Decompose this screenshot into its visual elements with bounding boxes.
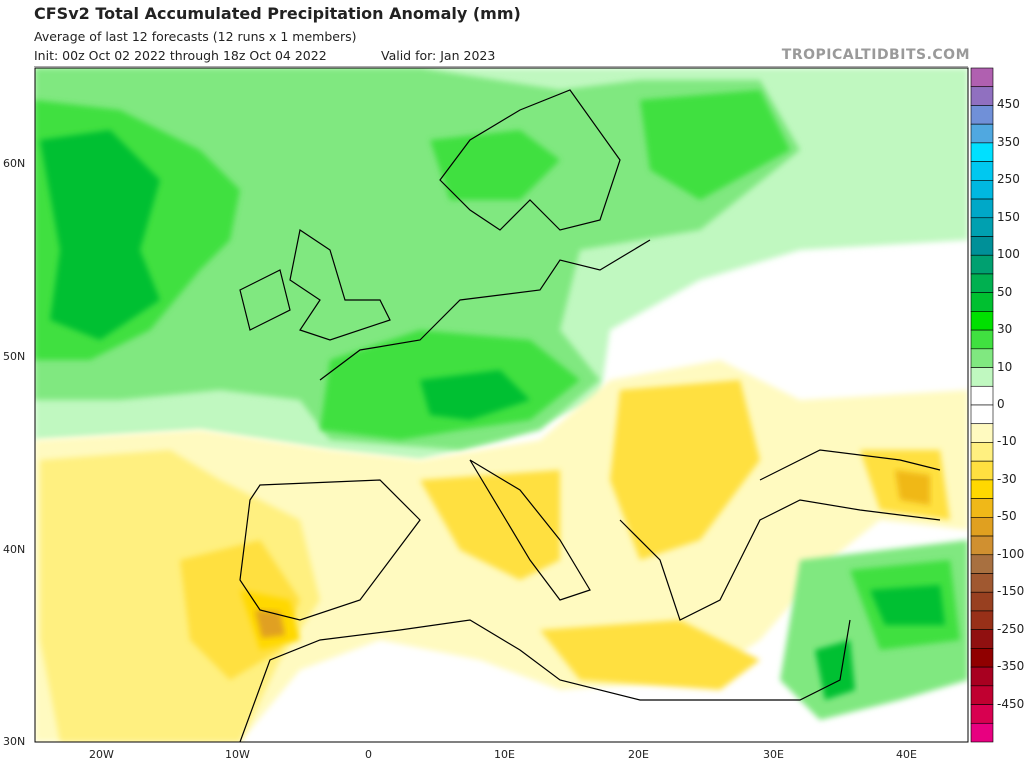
colorbar-swatch	[970, 385, 994, 406]
colorbar-swatch	[970, 254, 994, 275]
colorbar-swatch	[970, 460, 994, 481]
colorbar	[970, 67, 994, 743]
colorbar-swatch	[970, 105, 994, 125]
colorbar-swatch	[970, 666, 994, 687]
lat-label: 30N	[3, 735, 26, 748]
colorbar-swatch	[970, 554, 994, 574]
colorbar-label: 100	[997, 247, 1020, 262]
colorbar-swatch	[970, 610, 994, 630]
colorbar-label: 150	[997, 209, 1020, 224]
valid-time: Valid for: Jan 2023	[381, 48, 496, 63]
colorbar-label: -450	[997, 696, 1024, 711]
colorbar-label: 10	[997, 359, 1013, 374]
colorbar-swatch	[970, 704, 994, 724]
colorbar-label: -350	[997, 659, 1024, 674]
brand-watermark: TROPICALTIDBITS.COM	[781, 47, 970, 63]
lon-label: 20W	[89, 748, 114, 761]
colorbar-label: 250	[997, 172, 1020, 187]
anomaly-field	[35, 68, 968, 742]
colorbar-swatch	[970, 685, 994, 705]
colorbar-swatch	[970, 329, 994, 350]
colorbar-label: 350	[997, 134, 1020, 149]
lon-label: 10W	[225, 748, 250, 761]
colorbar-swatch	[970, 498, 994, 518]
chart-title: CFSv2 Total Accumulated Precipitation An…	[34, 4, 521, 23]
colorbar-label: -50	[997, 509, 1017, 524]
colorbar-swatch	[970, 535, 994, 556]
colorbar-swatch	[970, 161, 994, 181]
colorbar-swatch	[970, 367, 994, 387]
colorbar-swatch	[970, 648, 994, 668]
colorbar-swatch	[970, 442, 994, 462]
colorbar-label: 0	[997, 397, 1005, 411]
lon-label: 30E	[763, 748, 784, 761]
map-frame	[34, 67, 969, 743]
colorbar-swatch	[970, 629, 994, 649]
colorbar-swatch	[970, 273, 994, 293]
lon-label: 40E	[896, 748, 917, 761]
lat-label: 40N	[3, 543, 26, 556]
colorbar-swatch	[970, 236, 994, 256]
header-divider	[34, 66, 968, 67]
colorbar-swatch	[970, 123, 994, 144]
colorbar-swatch	[970, 479, 994, 499]
coastlines	[239, 89, 941, 742]
chart-subtitle: Average of last 12 forecasts (12 runs x …	[34, 29, 357, 44]
colorbar-label: -10	[997, 434, 1017, 449]
lat-label: 60N	[3, 157, 26, 170]
colorbar-swatch	[970, 423, 994, 443]
colorbar-swatch	[970, 142, 994, 162]
colorbar-swatch	[970, 348, 994, 368]
colorbar-label: -150	[997, 584, 1024, 599]
colorbar-swatch	[970, 67, 994, 88]
colorbar-swatch	[970, 198, 994, 219]
colorbar-swatch	[970, 722, 994, 743]
colorbar-label: 30	[997, 322, 1013, 337]
lon-label: 0	[365, 748, 372, 761]
colorbar-swatch	[970, 591, 994, 612]
colorbar-swatch	[970, 217, 994, 237]
colorbar-label: -30	[997, 471, 1017, 486]
init-time: Init: 00z Oct 02 2022 through 18z Oct 04…	[34, 48, 327, 63]
colorbar-label: 50	[997, 284, 1013, 299]
lon-label: 10E	[494, 748, 515, 761]
colorbar-swatch	[970, 86, 994, 106]
colorbar-swatch	[970, 573, 994, 593]
colorbar-swatch	[970, 292, 994, 312]
lon-label: 20E	[628, 748, 649, 761]
colorbar-swatch	[970, 180, 994, 200]
colorbar-label: 450	[997, 97, 1020, 112]
colorbar-label: -100	[997, 546, 1024, 561]
colorbar-swatch	[970, 517, 994, 537]
colorbar-swatch	[970, 404, 994, 425]
lat-label: 50N	[3, 350, 26, 363]
colorbar-label: -250	[997, 621, 1024, 636]
colorbar-swatch	[970, 311, 994, 331]
